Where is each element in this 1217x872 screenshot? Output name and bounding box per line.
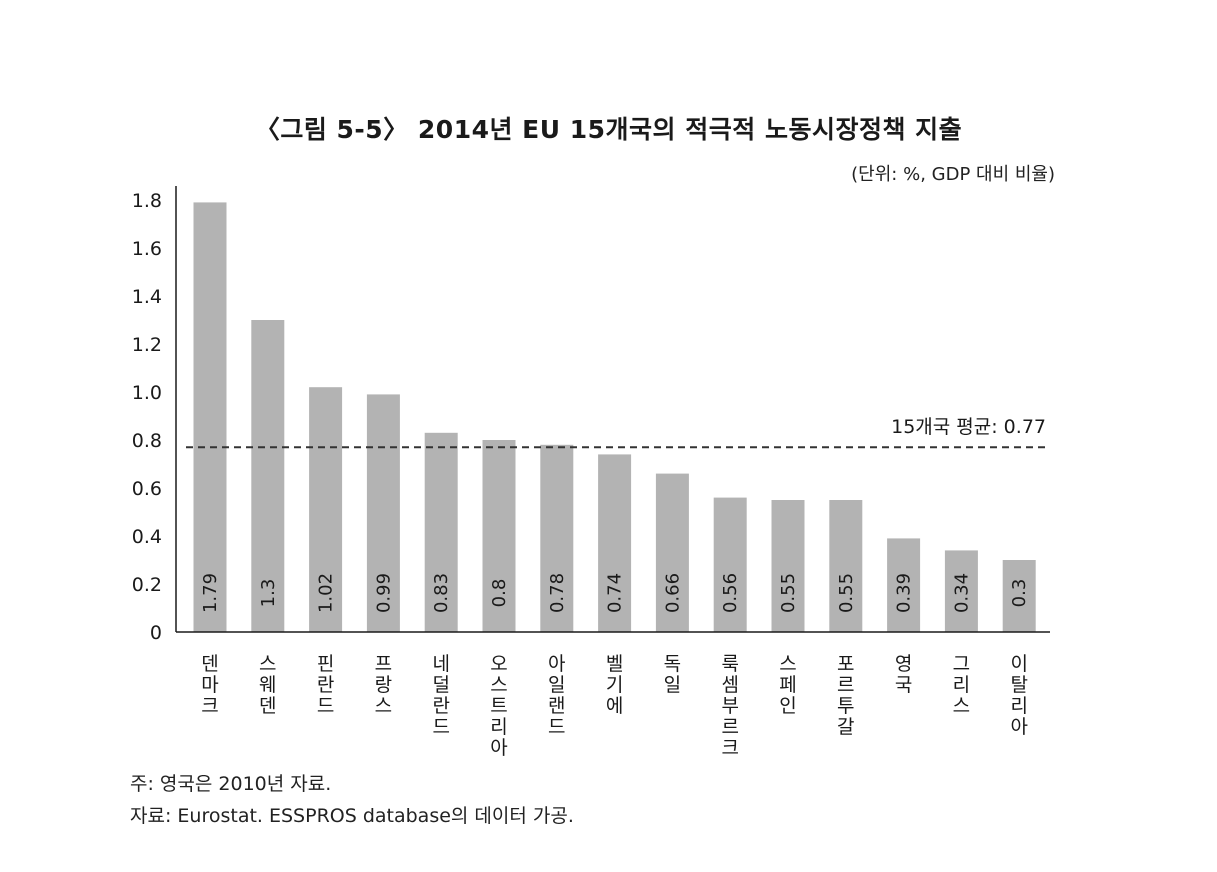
source-text: 자료: Eurostat. ESSPROS database의 데이터 가공. — [130, 805, 574, 827]
value-label: 0.83 — [431, 573, 452, 613]
bar-13 — [887, 538, 921, 632]
value-label: 0.55 — [778, 573, 799, 613]
bar-4 — [366, 394, 400, 632]
unit-label: (단위: %, GDP 대비 비율) — [851, 164, 1055, 185]
value-label: 0.8 — [489, 579, 510, 608]
value-label: 0.3 — [1009, 579, 1030, 608]
y-tick-label: 0.6 — [132, 478, 162, 500]
value-label: 1.3 — [258, 579, 279, 608]
y-tick-label: 0 — [150, 622, 162, 644]
bar-12 — [829, 500, 863, 632]
y-tick-label: 0.2 — [132, 574, 162, 596]
value-label: 0.99 — [373, 573, 394, 613]
bar-11 — [771, 500, 805, 632]
bar-3 — [309, 387, 343, 632]
bar-6 — [482, 440, 516, 632]
value-label: 0.66 — [662, 573, 683, 613]
bar-2 — [251, 320, 285, 632]
value-label: 0.74 — [605, 573, 626, 613]
y-tick-label: 1.4 — [132, 286, 162, 308]
bar-15 — [1002, 560, 1036, 632]
bar-1 — [193, 202, 227, 632]
y-tick-label: 1.6 — [132, 238, 162, 260]
bar-9 — [655, 473, 689, 632]
value-label: 1.02 — [316, 573, 337, 613]
y-tick-label: 0.4 — [132, 526, 162, 548]
value-label: 1.79 — [200, 573, 221, 613]
value-label: 0.55 — [836, 573, 857, 613]
value-label: 0.56 — [720, 573, 741, 613]
bar-7 — [540, 444, 574, 632]
notes: 주: 영국은 2010년 자료. 자료: Eurostat. ESSPROS d… — [130, 768, 574, 832]
average-label: 15개국 평균: 0.77 — [891, 416, 1046, 438]
chart-title: 〈그림 5-5〉 2014년 EU 15개국의 적극적 노동시장정책 지출 — [254, 115, 963, 144]
note-text: 주: 영국은 2010년 자료. — [130, 773, 332, 795]
y-tick-label: 1.8 — [132, 190, 162, 212]
y-tick-label: 1.2 — [132, 334, 162, 356]
bar-14 — [944, 550, 978, 632]
bar-5 — [424, 432, 458, 632]
bar-10 — [713, 497, 747, 632]
y-tick-label: 1.0 — [132, 382, 162, 404]
value-label: 0.39 — [894, 573, 915, 613]
bar-8 — [598, 454, 632, 632]
value-label: 0.34 — [951, 573, 972, 613]
value-label: 0.78 — [547, 573, 568, 613]
y-tick-label: 0.8 — [132, 430, 162, 452]
